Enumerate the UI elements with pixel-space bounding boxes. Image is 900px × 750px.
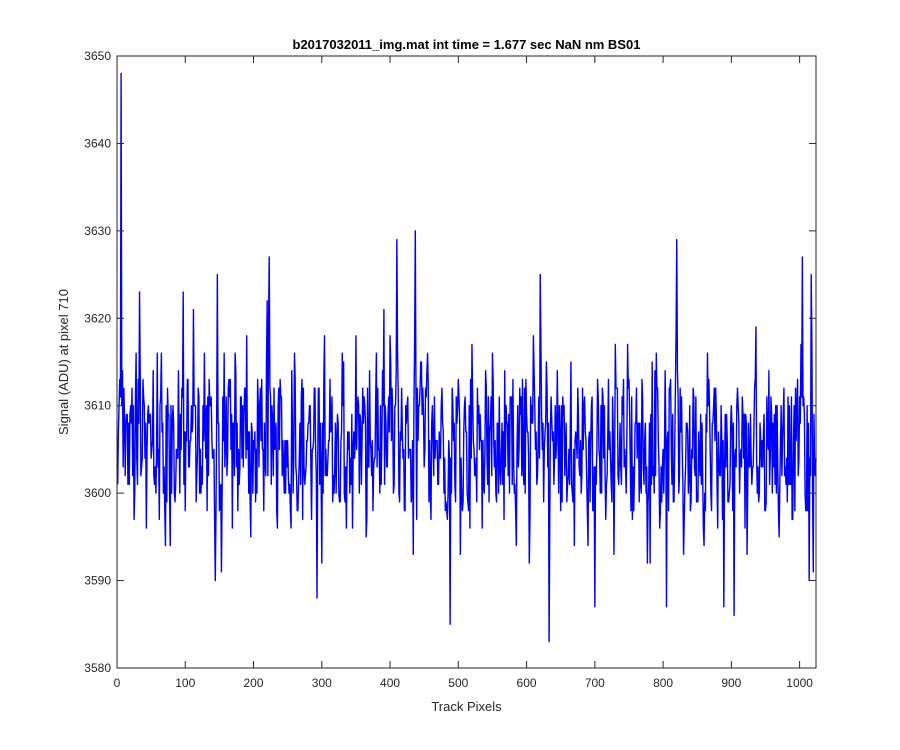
y-tick-label-3650: 3650 xyxy=(84,49,111,63)
plot-area xyxy=(117,56,816,668)
chart-title: b2017032011_img.mat int time = 1.677 sec… xyxy=(293,37,641,52)
y-tick-label-3630: 3630 xyxy=(84,224,111,238)
x-tick-label-700: 700 xyxy=(585,676,605,690)
x-tick-label-500: 500 xyxy=(448,676,468,690)
x-axis-label: Track Pixels xyxy=(431,699,502,714)
series-line-0 xyxy=(116,72,817,643)
x-tick-label-0: 0 xyxy=(114,676,121,690)
x-tick-label-900: 900 xyxy=(721,676,741,690)
x-tick-label-600: 600 xyxy=(517,676,537,690)
y-axis-label: Signal (ADU) at pixel 710 xyxy=(56,289,71,435)
ticks-layer: 0 100 200 300 400 500 600 700 800 900 1000 3580 3590… xyxy=(84,49,816,690)
x-tick-label-100: 100 xyxy=(175,676,195,690)
x-tick-label-1000: 1000 xyxy=(786,676,813,690)
y-tick-label-3590: 3590 xyxy=(84,574,111,588)
axes-box xyxy=(116,55,817,669)
y-tick-label-3610: 3610 xyxy=(84,399,111,413)
y-tick-label-3620: 3620 xyxy=(84,311,111,325)
series-layer xyxy=(116,72,817,643)
x-tick-label-200: 200 xyxy=(244,676,264,690)
y-tick-label-3580: 3580 xyxy=(84,661,111,675)
x-tick-label-400: 400 xyxy=(380,676,400,690)
y-tick-label-3600: 3600 xyxy=(84,486,111,500)
y-tick-label-3640: 3640 xyxy=(84,136,111,150)
x-tick-label-800: 800 xyxy=(653,676,673,690)
x-tick-label-300: 300 xyxy=(312,676,332,690)
